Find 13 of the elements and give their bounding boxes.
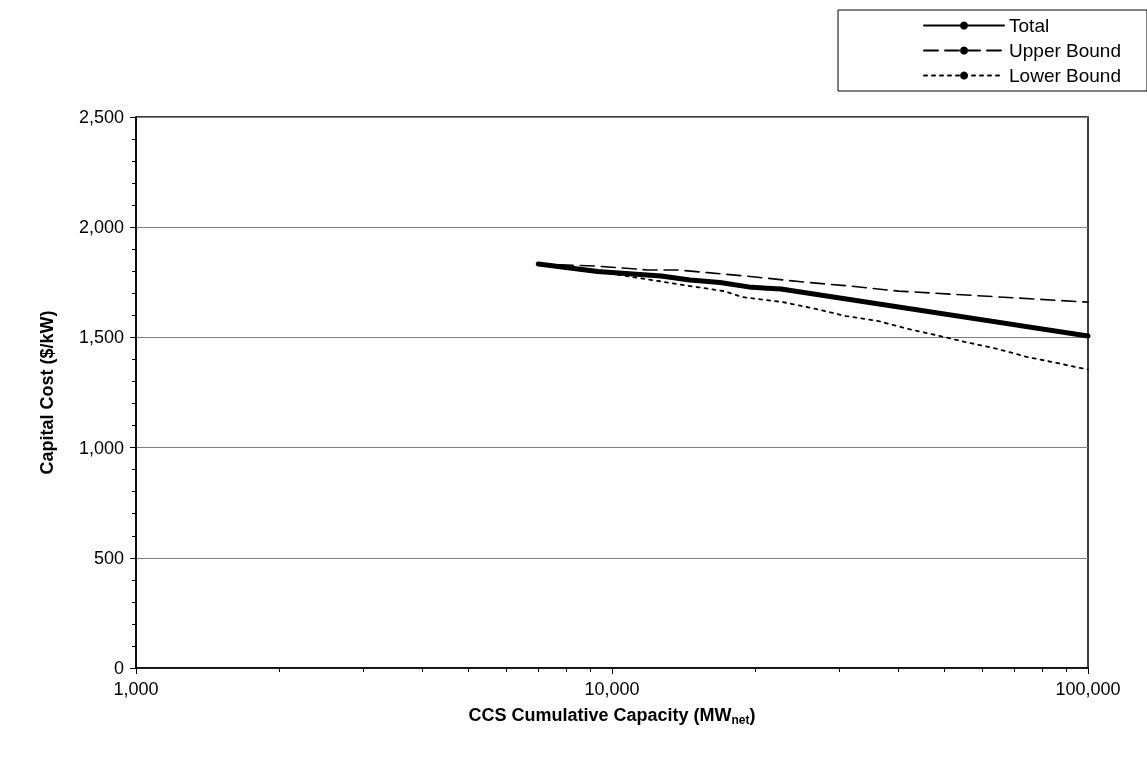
x-tick-label: 1,000 (113, 679, 159, 699)
y-tick-label: 500 (93, 547, 124, 568)
y-tick-label: 1,000 (78, 437, 124, 458)
legend-label: Upper Bound (1009, 40, 1121, 61)
legend-label: Lower Bound (1009, 65, 1121, 86)
y-axis-title: Capital Cost ($/kW) (37, 310, 57, 475)
x-tick-label: 100,000 (1055, 679, 1121, 699)
y-tick-label: 0 (113, 658, 124, 678)
x-tick-label: 10,000 (584, 679, 640, 699)
legend-label: Total (1009, 15, 1050, 36)
y-tick-label: 1,500 (78, 327, 124, 348)
y-tick-label: 2,500 (78, 107, 124, 127)
y-tick-label: 2,000 (78, 217, 124, 238)
